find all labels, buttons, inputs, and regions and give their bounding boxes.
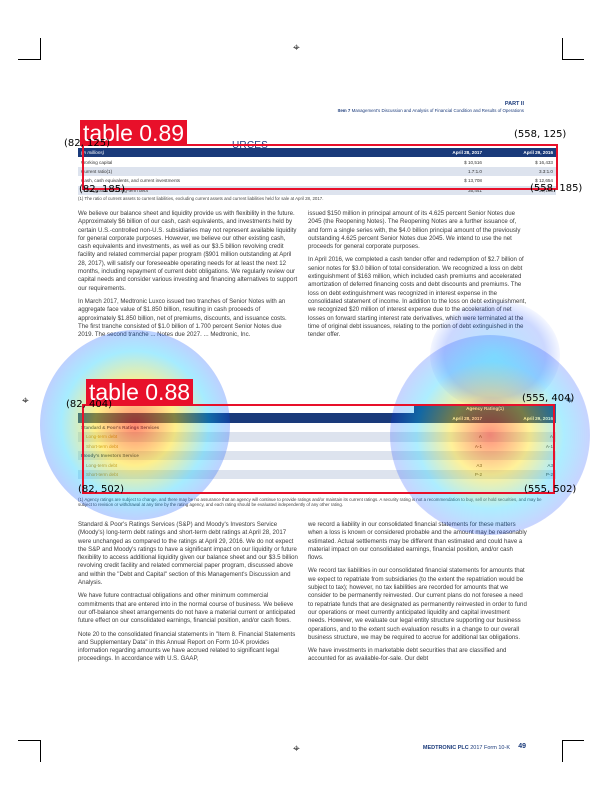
- table-row: ... obligations and long-term debt 35,44…: [78, 185, 556, 195]
- registration-mark-icon: ⌖: [22, 393, 29, 407]
- row-label: Cash, cash equivalents, and current inve…: [81, 178, 181, 184]
- table-row: Cash, cash equivalents, and current inve…: [78, 176, 556, 185]
- table-cell: 31,103: [485, 185, 556, 195]
- coordinate-label: (558, 125): [514, 129, 567, 140]
- table-cell: $ 12,654: [535, 178, 553, 184]
- table-footnote: (1) The ratio of current assets to curre…: [78, 196, 324, 201]
- detection-box: [82, 404, 555, 494]
- paragraph: issued $150 million in principal amount …: [308, 210, 521, 251]
- form-label: 2017 Form 10-K: [470, 745, 510, 751]
- item-title: Management's Discussion and Analysis of …: [351, 108, 524, 113]
- table-row: Current ratio(1) 1.7:1.0 3.3:1.0: [78, 166, 556, 177]
- row-label: Working capital: [81, 159, 113, 165]
- table-cell: $ 13,708: [464, 178, 482, 184]
- column-header: April 28, 2017: [414, 148, 485, 158]
- column-header: April 29, 2016: [485, 148, 556, 158]
- crop-mark: [18, 740, 40, 741]
- company-name: MEDTRONIC PLC: [422, 745, 469, 751]
- page-number: 49: [518, 743, 526, 750]
- coordinate-label: (82, 502): [78, 484, 124, 495]
- crop-mark: [562, 740, 563, 762]
- table-cell: $ 16,433: [535, 159, 553, 165]
- crop-mark: [562, 59, 584, 60]
- paragraph: In April 2016, we completed a cash tende…: [308, 256, 527, 339]
- table-header-row: (in millions) April 28, 2017 April 29, 2…: [78, 148, 556, 158]
- coordinate-label: (82, 185): [79, 184, 125, 195]
- item-heading: Item 7 Management's Discussion and Analy…: [338, 108, 524, 113]
- row-label: Current ratio(1): [78, 166, 414, 177]
- right-column-bottom: we record a liability in our consolidate…: [308, 521, 528, 669]
- crop-mark: [40, 38, 41, 60]
- registration-mark-icon: ⌖: [293, 40, 300, 54]
- coordinate-label: (82, 125): [64, 138, 110, 149]
- coordinate-label: (555, 404): [522, 393, 575, 404]
- row-label: ... obligations and long-term debt: [78, 185, 414, 195]
- table-row: Working capital $ 10,516 $ 16,433: [78, 157, 556, 166]
- table-cell: 3.3:1.0: [485, 166, 556, 177]
- table-cell: 1.7:1.0: [414, 166, 485, 177]
- paragraph: We have future contractual obligations a…: [78, 592, 296, 625]
- detection-label: table 0.89: [80, 120, 188, 146]
- page-footer: MEDTRONIC PLC 2017 Form 10-K: [423, 745, 510, 751]
- liquidity-table: (in millions) April 28, 2017 April 29, 2…: [78, 148, 556, 195]
- table-footnote: (1) Agency ratings are subject to change…: [78, 497, 542, 508]
- crop-mark: [562, 38, 563, 60]
- registration-mark-icon: ⌖: [293, 741, 300, 755]
- item-number: Item 7: [337, 108, 351, 113]
- crop-mark: [40, 740, 41, 762]
- detection-box: [82, 144, 558, 190]
- left-column-bottom: Standard & Poor's Ratings Services (S&P)…: [78, 521, 298, 669]
- right-column-top: issued $150 million in principal amount …: [308, 210, 528, 344]
- coordinate-label: (558, 185): [530, 183, 583, 194]
- table-cell: 35,441: [414, 185, 485, 195]
- paragraph: In March 2017, Medtronic Luxco issued tw…: [78, 297, 287, 339]
- crop-mark: [562, 740, 584, 741]
- table-cell: $ 10,516: [464, 159, 482, 165]
- detection-label: table 0.88: [86, 379, 194, 405]
- coordinate-label: (82, 404): [66, 399, 112, 410]
- crop-mark: [18, 59, 40, 60]
- part-label: PART II: [504, 101, 524, 107]
- column-header: (in millions): [78, 148, 414, 158]
- paragraph: We believe our balance sheet and liquidi…: [78, 210, 298, 292]
- left-column-top: We believe our balance sheet and liquidi…: [78, 210, 298, 344]
- paragraph: We record tax liabilities in our consoli…: [308, 567, 527, 641]
- paragraph: Note 20 to the consolidated financial st…: [78, 630, 296, 663]
- paragraph: Standard & Poor's Ratings Services (S&P)…: [78, 521, 298, 587]
- paragraph: We have investments in marketable debt s…: [308, 647, 507, 663]
- column-header: [78, 413, 414, 423]
- coordinate-label: (555, 502): [524, 484, 577, 495]
- paragraph: we record a liability in our consolidate…: [308, 521, 527, 562]
